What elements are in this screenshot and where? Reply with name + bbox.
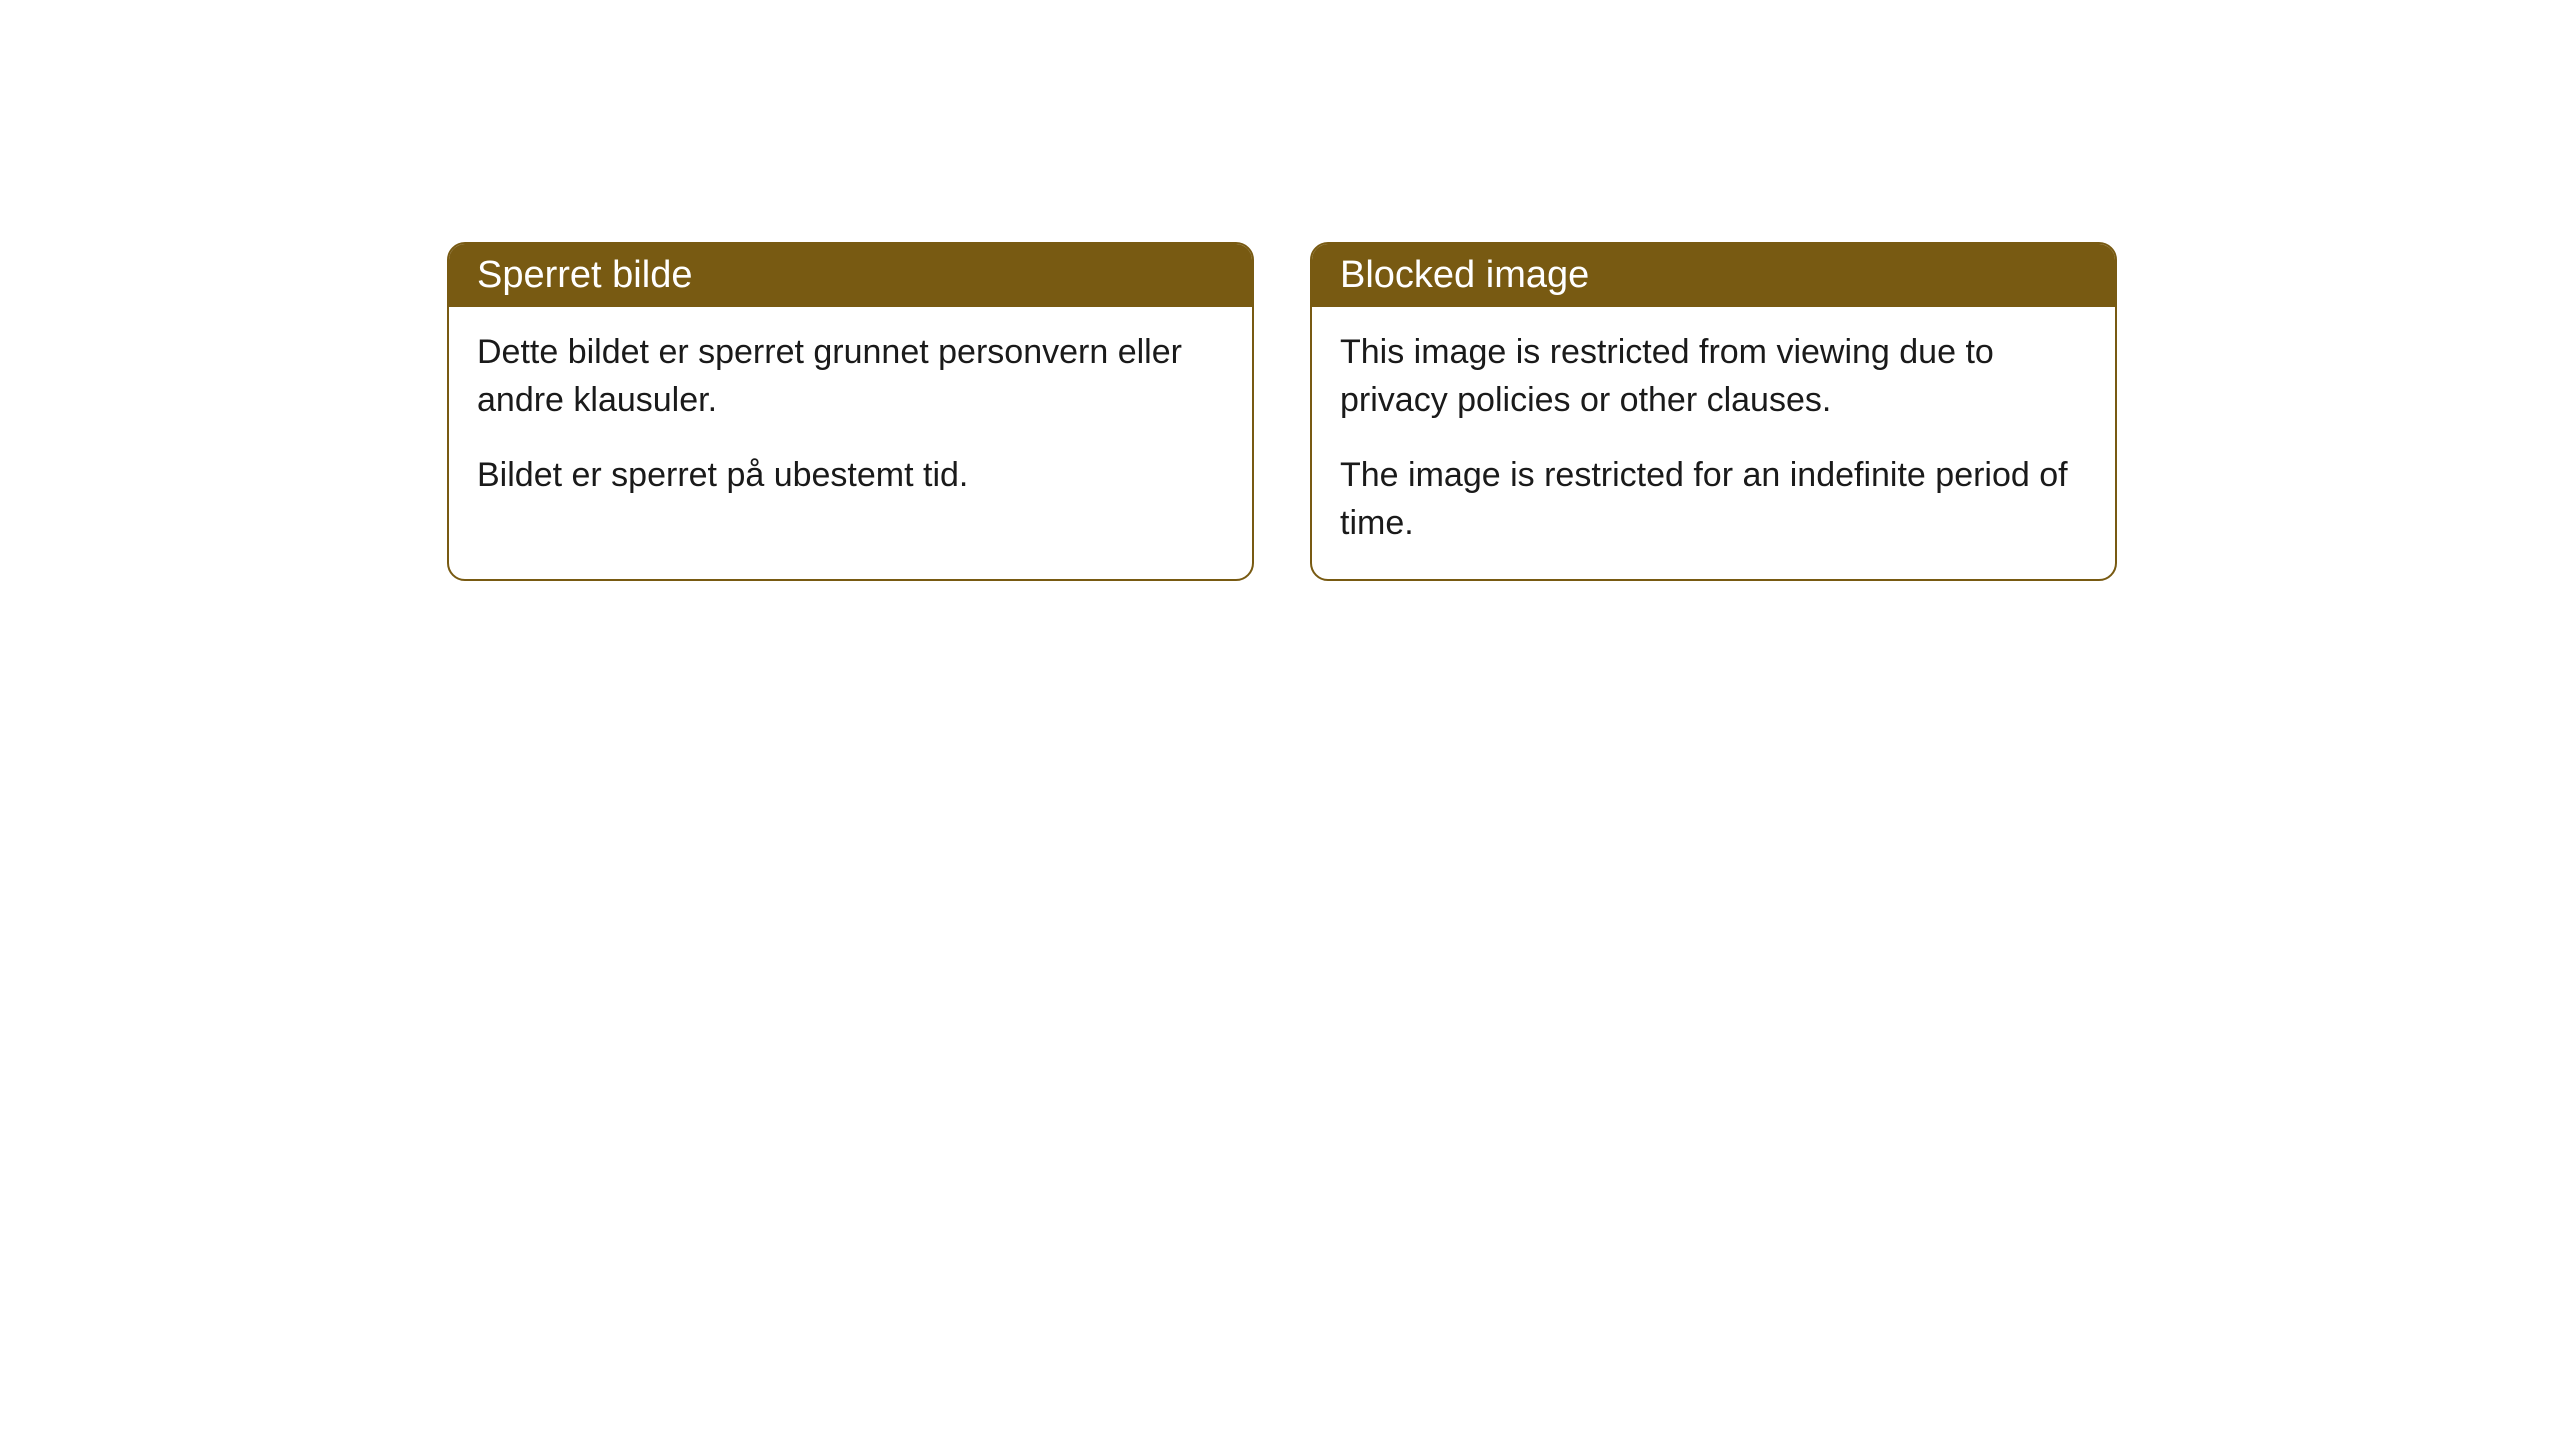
card-body: Dette bildet er sperret grunnet personve… [449, 307, 1252, 532]
card-paragraph: Dette bildet er sperret grunnet personve… [477, 329, 1224, 424]
card-paragraph: Bildet er sperret på ubestemt tid. [477, 452, 1224, 500]
notice-card-english: Blocked image This image is restricted f… [1310, 242, 2117, 581]
card-title: Sperret bilde [477, 254, 692, 296]
card-paragraph: This image is restricted from viewing du… [1340, 329, 2087, 424]
notice-cards-container: Sperret bilde Dette bildet er sperret gr… [447, 242, 2117, 581]
notice-card-norwegian: Sperret bilde Dette bildet er sperret gr… [447, 242, 1254, 581]
card-body: This image is restricted from viewing du… [1312, 307, 2115, 579]
card-header: Blocked image [1312, 244, 2115, 307]
card-header: Sperret bilde [449, 244, 1252, 307]
card-title: Blocked image [1340, 254, 1589, 296]
card-paragraph: The image is restricted for an indefinit… [1340, 452, 2087, 547]
